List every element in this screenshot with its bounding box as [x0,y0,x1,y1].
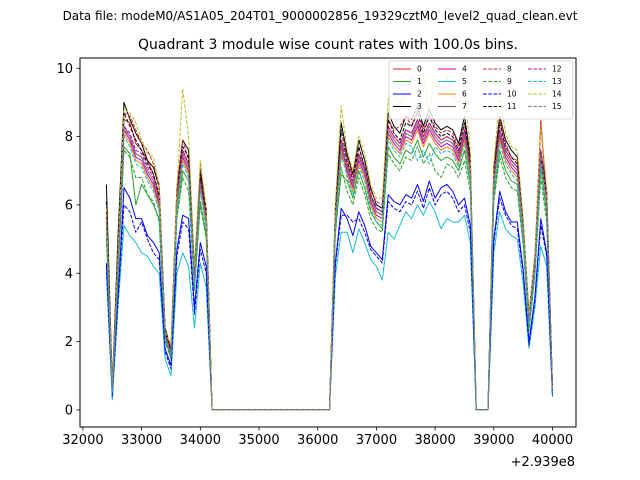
series-line-7 [105,122,553,411]
series-layer [105,74,553,411]
y-tick-label: 2 [65,335,73,350]
y-tick-label: 10 [56,62,73,77]
series-line-6 [105,129,553,411]
legend-label-0: 0 [417,65,422,74]
legend-label-11: 11 [507,102,517,111]
y-tick-label: 8 [65,130,73,145]
x-tick-label: 33000 [121,433,162,448]
legend-label-3: 3 [417,102,422,111]
series-line-8 [105,108,553,411]
series-line-12 [105,119,553,411]
series-line-15 [105,122,553,411]
legend-label-1: 1 [417,77,422,86]
legend-label-12: 12 [552,65,562,74]
x-tick-label: 38000 [414,433,455,448]
legend-label-4: 4 [462,65,467,74]
legend-label-2: 2 [417,90,422,99]
x-tick-label: 40000 [532,433,573,448]
x-tick-label: 39000 [473,433,514,448]
legend-label-14: 14 [552,90,562,99]
legend-label-13: 13 [552,77,562,86]
legend-label-7: 7 [462,102,467,111]
x-tick-label: 34000 [180,433,221,448]
plot-frame [79,57,577,428]
legend-label-8: 8 [507,65,512,74]
chart-suptitle: Data file: modeM0/AS1A05_204T01_90000028… [63,9,578,23]
chart-title: Quadrant 3 module wise count rates with … [138,37,518,53]
y-tick-label: 0 [65,403,73,418]
series-line-11 [105,112,553,411]
series-line-0 [105,119,553,411]
series-line-14 [105,74,553,411]
series-line-3 [105,101,553,411]
axes-layer: 32000 33000 34000 35000 36000 37000 38000 39000… [56,62,573,448]
series-line-13 [105,136,553,411]
x-axis-offset-label: +2.939e8 [511,455,575,470]
legend-label-15: 15 [552,102,562,111]
legend-label-9: 9 [507,77,512,86]
legend-label-6: 6 [462,90,467,99]
y-tick-label: 6 [65,198,73,213]
y-tick-label: 4 [65,267,73,282]
legend-frame [388,60,574,120]
series-line-10 [105,187,553,411]
x-tick-label: 36000 [297,433,338,448]
x-tick-label: 35000 [238,433,279,448]
legend-label-10: 10 [507,90,517,99]
x-tick-label: 32000 [62,433,103,448]
x-tick-label: 37000 [356,433,397,448]
series-line-5 [105,201,553,411]
series-line-4 [105,125,553,411]
legend-label-5: 5 [462,77,467,86]
